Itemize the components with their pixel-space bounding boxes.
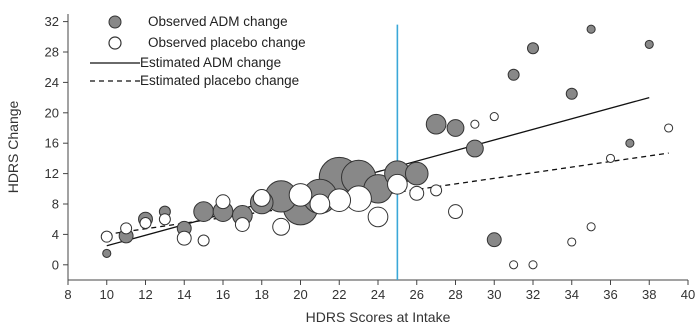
y-tick-label: 4	[52, 227, 59, 242]
x-tick-label: 8	[64, 287, 71, 302]
y-tick-label: 16	[45, 136, 59, 151]
observed-adm-point	[565, 87, 578, 100]
x-axis-label: HDRS Scores at Intake	[306, 309, 451, 325]
observed-placebo-point	[567, 237, 577, 247]
y-tick-label: 20	[45, 105, 59, 120]
observed-placebo-point	[470, 119, 480, 129]
observed-placebo-point	[430, 184, 443, 197]
observed-adm-point	[102, 248, 112, 258]
y-axis-ticks: 0 4 8 12 16 20 24 28 32	[45, 14, 68, 272]
x-tick-label: 16	[216, 287, 230, 302]
observed-adm-point	[425, 113, 447, 135]
observed-placebo-point	[409, 185, 425, 201]
legend-label-observed-placebo: Observed placebo change	[148, 35, 306, 50]
observed-placebo-point	[139, 217, 152, 229]
x-tick-label: 34	[565, 287, 579, 302]
x-tick-label: 36	[603, 287, 617, 302]
observed-adm-point	[404, 161, 429, 186]
observed-placebo-point	[252, 189, 271, 207]
observed-placebo-point	[234, 217, 250, 232]
x-tick-label: 14	[177, 287, 191, 302]
observed-adm-point	[507, 68, 520, 81]
legend-label-observed-adm: Observed ADM change	[148, 14, 288, 29]
observed-placebo-point	[489, 112, 499, 122]
observed-adm-point	[586, 24, 596, 34]
legend-label-estimated-placebo: Estimated placebo change	[140, 73, 299, 88]
observed-placebo-point	[197, 234, 210, 247]
observed-placebo-point	[586, 222, 596, 232]
legend: Observed ADM change Observed placebo cha…	[90, 14, 306, 88]
observed-adm-point	[625, 138, 635, 148]
legend-symbol-observed-adm	[108, 15, 122, 29]
observed-placebo-point	[448, 204, 463, 220]
y-tick-label: 24	[45, 75, 59, 90]
observed-placebo-point	[120, 222, 133, 235]
x-tick-label: 38	[642, 287, 656, 302]
observed-placebo-point	[509, 260, 519, 270]
observed-placebo-point	[309, 193, 331, 215]
observed-placebo-point	[528, 260, 538, 270]
x-tick-label: 10	[100, 287, 114, 302]
x-tick-label: 12	[138, 287, 152, 302]
observed-placebo-point	[664, 123, 674, 133]
observed-adm-point	[644, 39, 654, 49]
y-tick-label: 12	[45, 166, 59, 181]
y-tick-label: 0	[52, 257, 59, 272]
x-tick-label: 26	[410, 287, 424, 302]
x-tick-label: 24	[371, 287, 385, 302]
observed-placebo-point	[272, 217, 291, 236]
y-axis-label: HDRS Change	[5, 100, 21, 193]
observed-placebo-point	[605, 153, 616, 163]
observed-adm-point	[527, 42, 539, 55]
observed-adm-point	[465, 139, 484, 158]
x-axis-ticks: 8 10 12 14 16 18 20 22 24 26 28 30 32 34 36 38 40	[64, 280, 695, 302]
observed-placebo-point	[176, 230, 192, 246]
x-tick-label: 40	[681, 287, 695, 302]
x-tick-label: 20	[293, 287, 307, 302]
legend-label-estimated-adm: Estimated ADM change	[140, 55, 281, 70]
observed-adm-point	[486, 232, 502, 248]
observed-placebo-point	[158, 213, 171, 226]
y-tick-label: 8	[52, 197, 59, 212]
observed-placebo-point	[327, 188, 352, 212]
observed-placebo-point	[100, 230, 113, 243]
y-tick-label: 28	[45, 45, 59, 60]
observed-adm-point	[446, 119, 465, 137]
observed-placebo-point	[387, 173, 408, 195]
x-tick-label: 22	[332, 287, 346, 302]
y-tick-label: 32	[45, 14, 59, 29]
legend-symbol-observed-placebo	[108, 36, 122, 50]
observed-placebo-point	[215, 194, 231, 210]
x-tick-label: 32	[526, 287, 540, 302]
x-tick-label: 28	[448, 287, 462, 302]
x-tick-label: 18	[255, 287, 269, 302]
observed-placebo-point	[367, 206, 389, 228]
observed-placebo-point	[288, 183, 313, 207]
x-tick-label: 30	[487, 287, 501, 302]
observed-adm-point	[193, 201, 214, 222]
observed-placebo-points	[100, 112, 674, 270]
